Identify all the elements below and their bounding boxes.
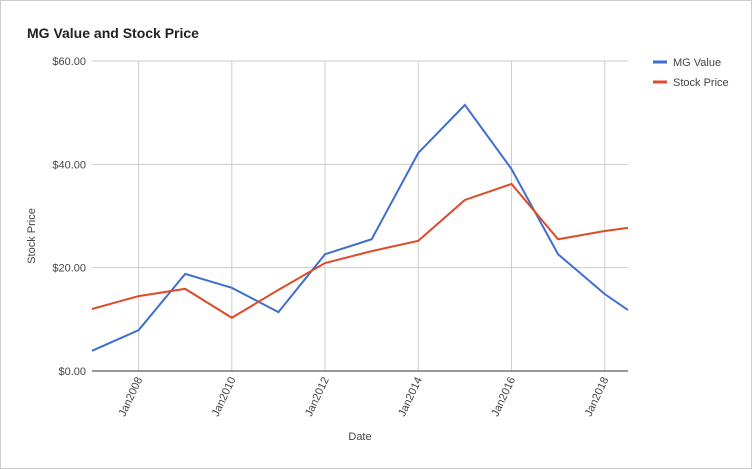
line-series: [91, 103, 629, 352]
legend-label: MG Value: [673, 57, 721, 69]
line-series: [91, 182, 629, 319]
chart-title: MG Value and Stock Price: [27, 25, 199, 41]
y-tick-label: $60.00: [52, 56, 86, 68]
x-axis-title: Date: [348, 431, 371, 443]
y-tick-label: $40.00: [52, 159, 86, 171]
y-tick-label: $20.00: [52, 263, 86, 275]
y-axis-title: Stock Price: [26, 208, 38, 264]
y-tick-label: $0.00: [58, 366, 86, 378]
legend-label: Stock Price: [673, 77, 729, 89]
